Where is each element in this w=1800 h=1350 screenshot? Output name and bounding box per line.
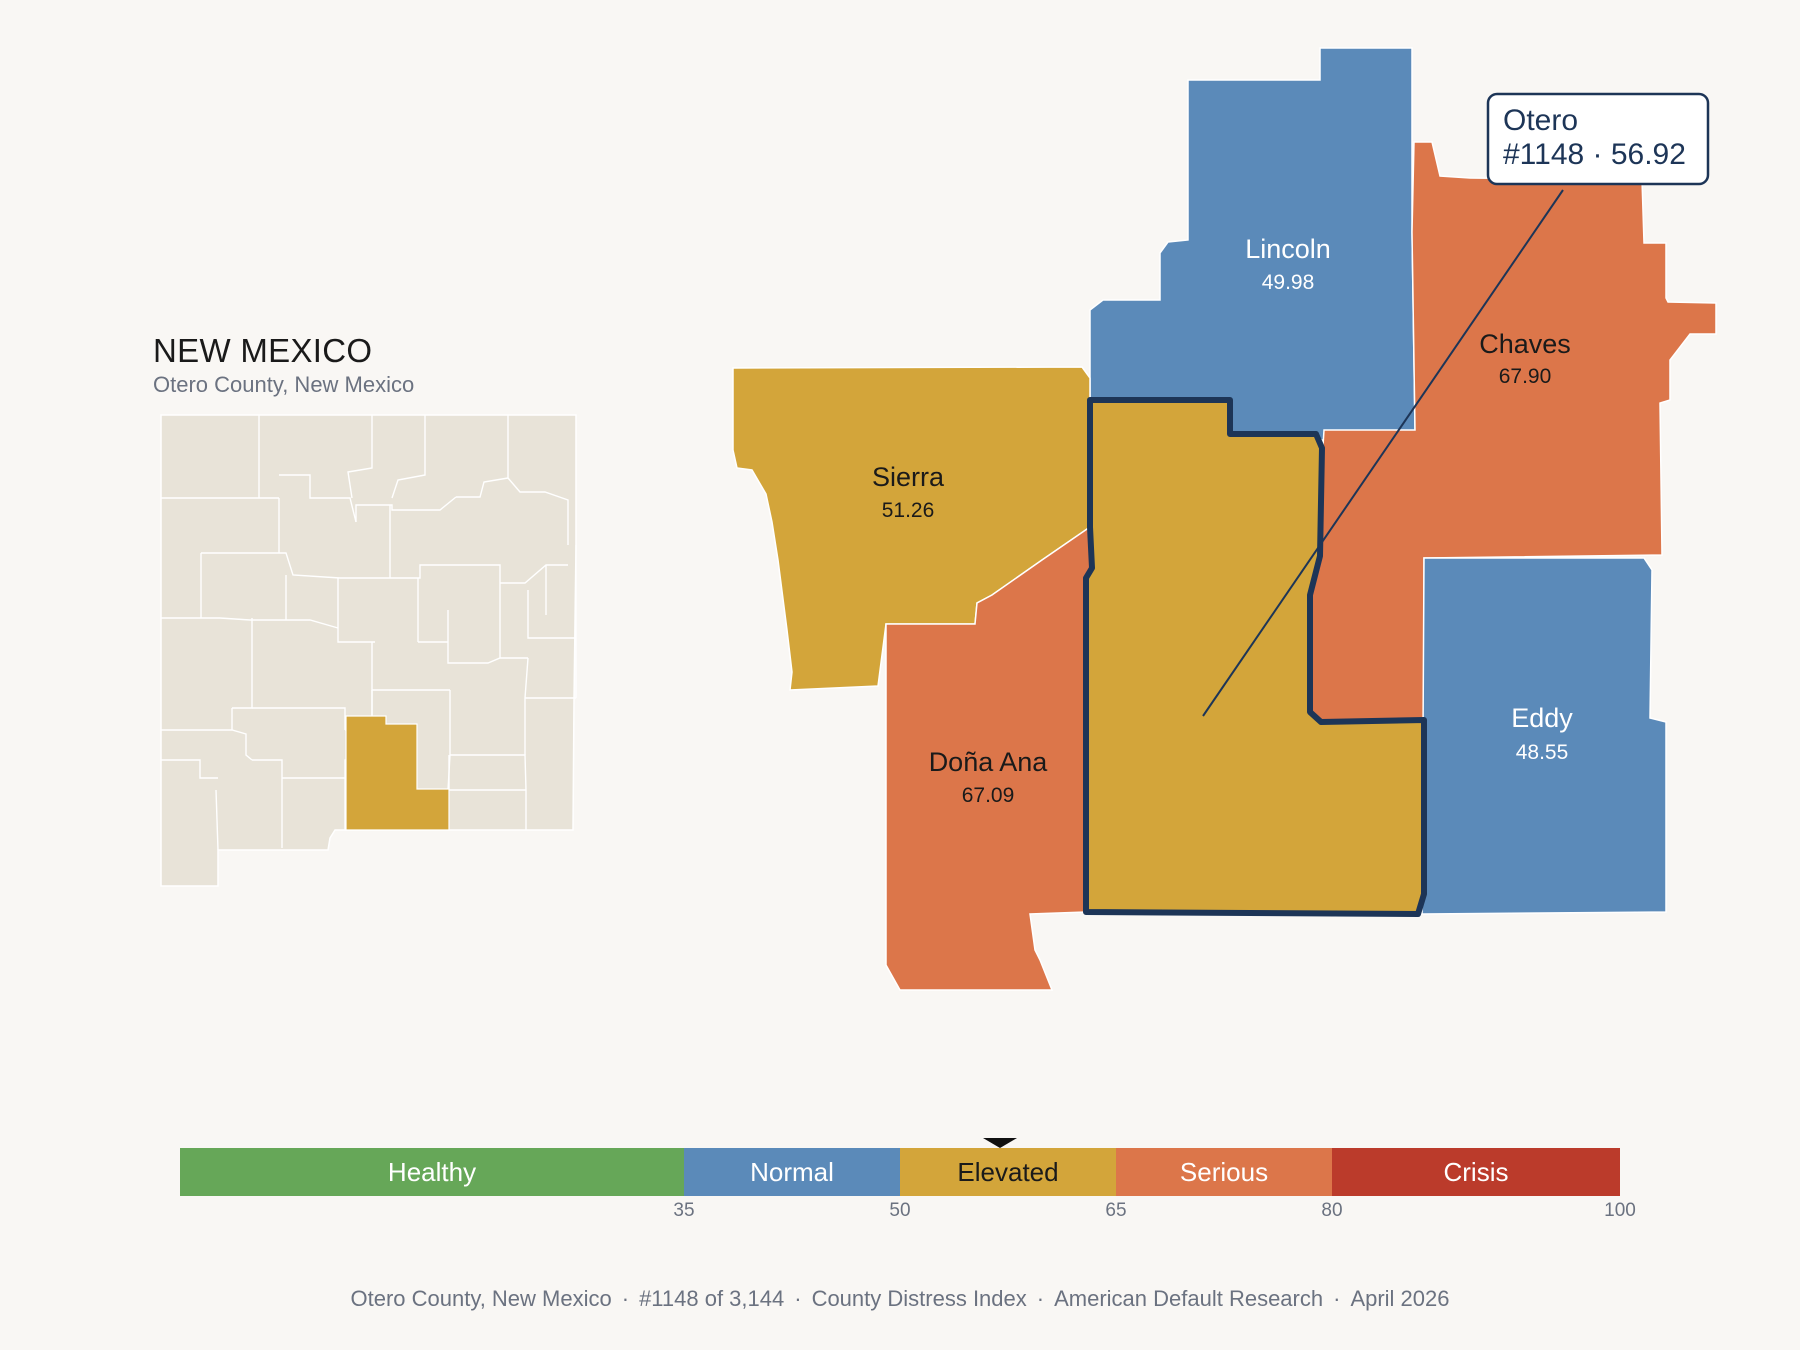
chaves-value-label: 67.90 bbox=[1499, 365, 1552, 388]
sierra-value-label: 51.26 bbox=[882, 499, 935, 522]
county-otero[interactable] bbox=[1083, 397, 1427, 917]
legend-segment-elevated: Elevated bbox=[900, 1148, 1116, 1196]
state-subtitle: Otero County, New Mexico bbox=[153, 372, 415, 397]
footer-county: Otero County, New Mexico bbox=[350, 1286, 612, 1311]
footer-rank: #1148 of 3,144 bbox=[639, 1286, 785, 1311]
legend-tick-50: 50 bbox=[889, 1200, 911, 1221]
eddy-name-label: Eddy bbox=[1511, 703, 1573, 733]
dona-ana-value-label: 67.09 bbox=[962, 784, 1015, 807]
legend-segment-serious: Serious bbox=[1116, 1148, 1332, 1196]
callout-rank-score: #1148 · 56.92 bbox=[1503, 138, 1686, 171]
callout-box bbox=[1486, 92, 1710, 186]
footer-date: April 2026 bbox=[1350, 1286, 1450, 1311]
county-eddy[interactable] bbox=[1421, 557, 1667, 915]
legend-label-normal: Normal bbox=[750, 1156, 834, 1187]
legend-tick-80: 80 bbox=[1321, 1200, 1343, 1221]
chaves-name-label: Chaves bbox=[1479, 329, 1571, 359]
eddy-value-label: 48.55 bbox=[1516, 741, 1569, 764]
legend-segment-healthy: Healthy bbox=[180, 1148, 684, 1196]
lincoln-value-label: 49.98 bbox=[1262, 271, 1315, 294]
legend-label-crisis: Crisis bbox=[1443, 1156, 1509, 1187]
footer: Otero County, New Mexico · #1148 of 3,144 ·… bbox=[350, 1286, 1450, 1311]
legend-tick-35: 35 bbox=[673, 1200, 695, 1221]
legend-segment-crisis: Crisis bbox=[1332, 1148, 1620, 1196]
otero-callout: Otero #1148 · 56.92 bbox=[1486, 92, 1710, 186]
state-inset-map bbox=[160, 414, 577, 887]
dona-ana-name-label: Doña Ana bbox=[929, 747, 1049, 777]
lincoln-name-label: Lincoln bbox=[1245, 234, 1331, 264]
legend-label-healthy: Healthy bbox=[387, 1156, 477, 1187]
legend-label-elevated: Elevated bbox=[957, 1156, 1059, 1187]
legend-tick-100: 100 bbox=[1604, 1200, 1636, 1221]
footer-index: County Distress Index bbox=[811, 1286, 1027, 1311]
callout-county-name: Otero bbox=[1503, 104, 1578, 137]
legend-segment-normal: Normal bbox=[684, 1148, 900, 1196]
footer-source: American Default Research bbox=[1054, 1286, 1324, 1311]
score-marker-icon bbox=[983, 1138, 1017, 1148]
sierra-name-label: Sierra bbox=[872, 462, 945, 492]
legend-label-serious: Serious bbox=[1179, 1156, 1269, 1187]
distress-legend: Healthy Normal Elevated Serious Crisis bbox=[180, 1148, 1620, 1196]
regional-map: Lincoln 49.98 Chaves 67.90 Sierra 51.26 … bbox=[732, 47, 1717, 991]
inset-otero-county bbox=[345, 715, 450, 831]
legend-tick-65: 65 bbox=[1105, 1200, 1127, 1221]
callout-leader-line bbox=[1202, 189, 1564, 717]
state-title: NEW MEXICO bbox=[153, 332, 373, 369]
